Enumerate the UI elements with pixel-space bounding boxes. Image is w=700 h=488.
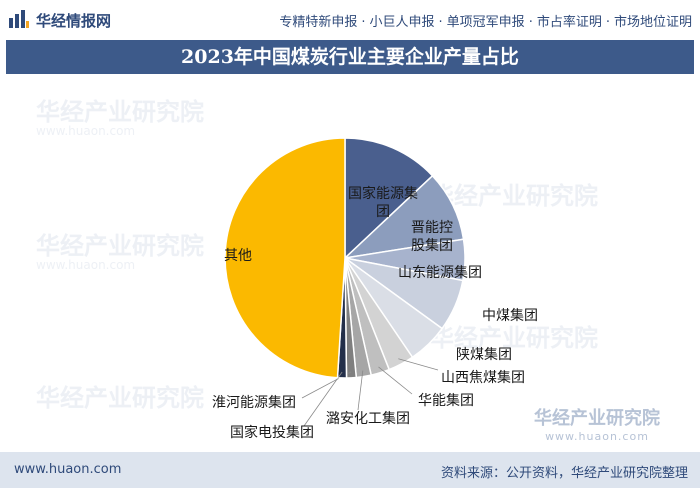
nav-item-little-giant[interactable]: 小巨人申报	[369, 15, 435, 30]
slice-label-7: 华能集团	[418, 392, 474, 409]
pie-slice-11[interactable]	[224, 137, 346, 379]
slice-label-10: 国家电投集团	[230, 424, 314, 441]
watermark-text: 华经产业研究院	[36, 232, 204, 260]
nav-separator: ·	[438, 15, 443, 30]
footer: www.huaon.com 资料来源：公开资料，华经产业研究院整理	[0, 452, 700, 488]
slice-label-2: 晋能控股集团	[411, 220, 453, 254]
nav-separator: ·	[528, 15, 533, 30]
watermark-text: 华经产业研究院	[36, 384, 204, 412]
slice-label-11: 其他	[224, 248, 252, 264]
site-name[interactable]: 华经情报网	[36, 12, 112, 30]
watermark-text: 华经产业研究院	[430, 324, 598, 352]
slice-label-4: 中煤集团	[482, 307, 538, 324]
slice-label-1: 国家能源集团	[348, 185, 418, 220]
pie-chart: 国家能源集团晋能控股集团山东能源集团中煤集团陕煤集团山西焦煤集团华能集团潞安化工…	[212, 137, 538, 441]
top-bar: 华经情报网 专精特新申报 · 小巨人申报 · 单项冠军申报 · 市占率证明 · 市场地位证明	[0, 0, 700, 38]
slice-label-6: 山西焦煤集团	[441, 369, 525, 386]
nav-item-single-champion[interactable]: 单项冠军申报	[446, 15, 525, 30]
nav-separator: ·	[605, 15, 610, 30]
nav-item-specialized[interactable]: 专精特新申报	[279, 15, 358, 30]
slice-label-9: 淮河能源集团	[212, 394, 296, 411]
brand-watermark-url: www.huaon.com	[545, 430, 649, 443]
brand-watermark-text: 华经产业研究院	[534, 408, 660, 429]
nav-separator: ·	[361, 15, 366, 30]
leader-line	[398, 358, 439, 371]
slice-label-5: 陕煤集团	[456, 346, 512, 363]
watermark-url: www.huaon.com	[36, 124, 136, 138]
slice-label-3: 山东能源集团	[398, 264, 482, 281]
pie-slice-1[interactable]	[344, 137, 434, 260]
nav-item-market-position-proof[interactable]: 市场地位证明	[613, 15, 692, 30]
brand-watermark: 华经产业研究院 www.huaon.com	[534, 404, 660, 443]
huajing-logo-icon	[9, 10, 29, 28]
top-nav: 专精特新申报 · 小巨人申报 · 单项冠军申报 · 市占率证明 · 市场地位证明	[279, 11, 692, 30]
leader-line	[357, 370, 364, 411]
leader-line	[378, 366, 413, 395]
watermark-text: 华经产业研究院	[430, 182, 598, 210]
leader-line	[303, 371, 343, 427]
watermark-text: 华经产业研究院	[36, 98, 204, 126]
footer-source: 资料来源：公开资料，华经产业研究院整理	[440, 466, 688, 481]
footer-url[interactable]: www.huaon.com	[14, 462, 122, 477]
watermark-url: www.huaon.com	[36, 258, 136, 272]
slice-label-8: 潞安化工集团	[326, 410, 410, 427]
nav-item-market-share-proof[interactable]: 市占率证明	[536, 15, 602, 30]
chart-title: 2023年中国煤炭行业主要企业产量占比	[6, 40, 694, 74]
